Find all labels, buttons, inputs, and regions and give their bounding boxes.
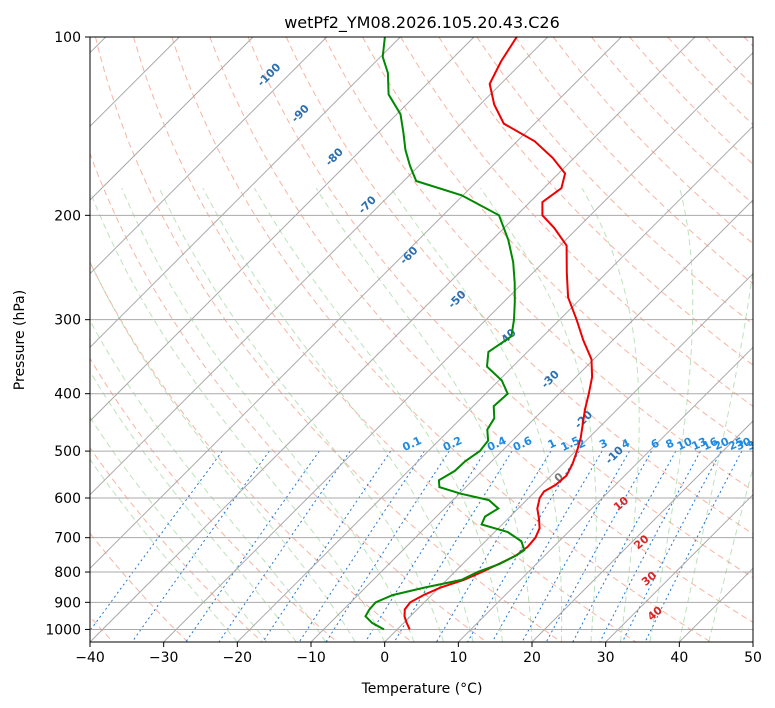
isotherm-line <box>90 37 549 496</box>
y-tick-label: 300 <box>54 313 81 329</box>
isotherm-line <box>457 346 753 642</box>
isotherm-line <box>90 37 696 642</box>
mixing-ratio-line <box>435 450 552 642</box>
mixing-ratio-label: 36 <box>745 435 765 453</box>
mixing-ratio-label: 16 <box>701 435 721 453</box>
grid-lines <box>90 37 753 642</box>
moist-adiabat-line <box>390 187 563 642</box>
temperature-profile-line <box>403 37 594 630</box>
mixing-ratio-label: 25 <box>726 435 745 453</box>
isotherm-line <box>90 37 401 349</box>
mixing-ratio-label: 13 <box>690 435 709 453</box>
x-axis-label: Temperature (°C) <box>361 681 483 697</box>
y-tick-label: 700 <box>54 531 81 547</box>
dry-adiabat-line <box>209 37 753 623</box>
x-tick-label: 40 <box>670 650 688 666</box>
y-tick-label: 200 <box>54 208 81 224</box>
chart-title: wetPf2_YM08.2026.105.20.43.C26 <box>284 13 560 33</box>
x-tick-label: 10 <box>449 650 467 666</box>
isotherm-line <box>236 125 753 642</box>
profiles <box>364 37 594 631</box>
dry-adiabat-line <box>247 37 753 579</box>
dry-adiabat-line <box>171 37 711 642</box>
x-tick-label: −30 <box>149 650 179 666</box>
mixing-ratio-label: 10 <box>675 435 695 453</box>
moist-adiabat-line <box>649 188 694 642</box>
moist-adiabat-line <box>315 187 533 642</box>
moist-adiabat-line <box>90 189 386 642</box>
x-tick-label: 0 <box>380 650 389 666</box>
mixing-ratio-line <box>545 450 653 642</box>
x-tick-label: 50 <box>744 650 762 666</box>
y-tick-label: 500 <box>54 444 81 460</box>
y-tick-label: 600 <box>54 491 81 507</box>
moist-adiabat-line <box>202 187 474 642</box>
mixing-ratio-line <box>521 450 630 642</box>
y-axis-label: Pressure (hPa) <box>12 290 28 390</box>
mixing-ratio-line <box>298 450 425 642</box>
isotherm-line <box>163 51 753 642</box>
dry-adiabat-line <box>133 37 637 642</box>
isotherm-line <box>90 37 328 275</box>
moist-adiabat-line <box>254 187 503 642</box>
dry-adiabat-line <box>438 37 753 366</box>
dry-adiabat-line <box>323 37 753 492</box>
y-tick-label: 900 <box>54 595 81 611</box>
axes: −40 −30 −20 −10 0 10 20 30 40 5010020030040050060… <box>45 30 762 666</box>
moist-adiabat-line <box>480 187 597 642</box>
dry-adiabat-line <box>90 357 338 642</box>
mixing-ratio-line <box>572 450 677 642</box>
isotherm-line <box>310 199 753 642</box>
mixing-ratio-line <box>131 450 270 642</box>
moist-adiabat-line <box>90 319 327 642</box>
isotherm-line <box>531 420 753 642</box>
mixing-ratio-line <box>364 450 486 642</box>
mixing-ratio-line <box>325 450 450 642</box>
y-tick-label: 800 <box>54 565 81 581</box>
dry-adiabat-line <box>90 152 487 642</box>
isotherm-line <box>384 272 753 642</box>
isotherm-line <box>90 37 254 201</box>
isotherm-line <box>90 37 475 422</box>
x-tick-label: −10 <box>296 650 326 666</box>
dry-adiabat-line <box>476 37 753 325</box>
moist-adiabat-line <box>90 458 238 642</box>
moist-adiabat-line <box>581 187 640 642</box>
moist-adiabat-line <box>90 260 356 642</box>
dry-adiabat-line <box>95 37 562 642</box>
x-tick-label: 30 <box>597 650 615 666</box>
x-tick-label: 20 <box>523 650 541 666</box>
y-tick-label: 100 <box>54 30 81 46</box>
dry-adiabat-line <box>285 37 753 535</box>
background-lines <box>90 37 753 642</box>
dewpoint-profile-line <box>364 37 526 631</box>
y-tick-label: 400 <box>54 387 81 403</box>
moist-adiabat-line <box>678 265 753 642</box>
mixing-ratio-line <box>90 450 223 632</box>
y-tick-label: 1000 <box>45 622 81 638</box>
dry-adiabat-line <box>90 446 263 642</box>
moist-adiabat-line <box>121 188 415 642</box>
x-tick-label: −20 <box>223 650 253 666</box>
mixing-ratio-label: 20 <box>712 435 732 453</box>
x-tick-label: −40 <box>75 650 105 666</box>
isotherm-line <box>90 37 622 570</box>
mixing-ratio-label: 30 <box>734 435 754 453</box>
isotherm-line <box>605 493 753 642</box>
plot-frame <box>89 36 754 643</box>
mixing-ratio-line <box>467 450 580 642</box>
mixing-ratio-line <box>262 450 392 642</box>
